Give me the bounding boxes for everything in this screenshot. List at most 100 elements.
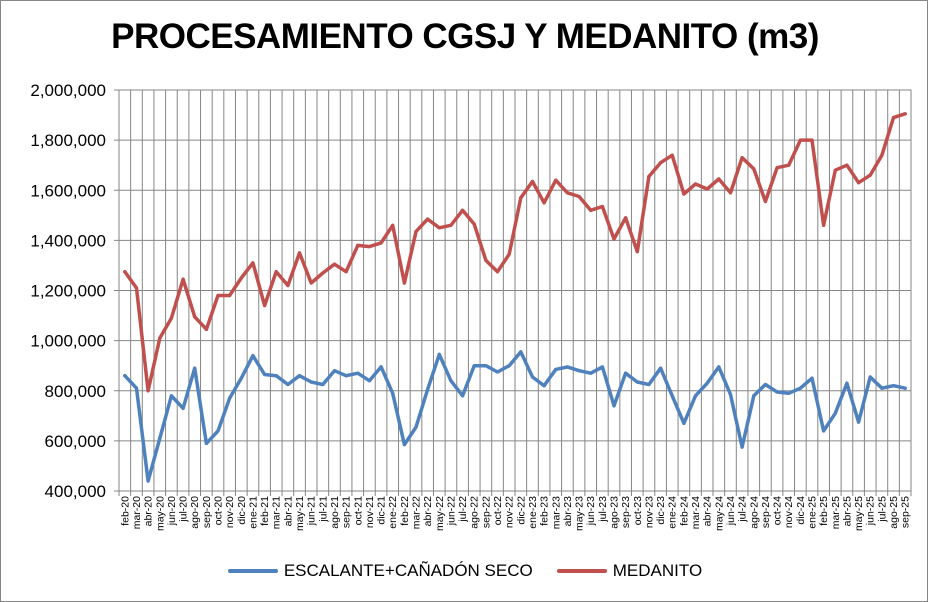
- chart-title: PROCESAMIENTO CGSJ Y MEDANITO (m3): [111, 17, 819, 56]
- data-point: [169, 394, 174, 398]
- x-tick-label: feb-20: [119, 496, 131, 526]
- x-tick-label: nov-22: [504, 496, 516, 528]
- data-point: [554, 367, 558, 372]
- x-tick-label: jun-20: [166, 496, 178, 526]
- data-point: [822, 223, 826, 227]
- data-point: [624, 216, 628, 220]
- data-point: [705, 381, 709, 385]
- data-point: [577, 194, 581, 199]
- x-tick-label: ene-22: [387, 496, 399, 529]
- x-tick-label: dic-20: [236, 496, 248, 525]
- x-tick-label: nov-20: [224, 496, 236, 528]
- data-point: [134, 286, 139, 290]
- data-point: [577, 369, 581, 373]
- data-point: [845, 381, 849, 385]
- x-tick-label: mar-20: [131, 496, 143, 529]
- data-point: [589, 208, 593, 212]
- data-point: [763, 199, 768, 204]
- data-point: [402, 443, 406, 447]
- data-point: [321, 271, 325, 275]
- x-tick-label: dic-24: [795, 496, 807, 525]
- data-point: [728, 392, 733, 397]
- data-point: [495, 370, 500, 374]
- data-point: [449, 379, 453, 383]
- x-tick-label: sep-22: [480, 496, 492, 528]
- data-point: [204, 441, 208, 445]
- data-point: [693, 394, 698, 398]
- data-point: [181, 406, 185, 410]
- y-tick-label: 1,800,000: [30, 131, 106, 150]
- data-point: [612, 237, 616, 241]
- x-tick-label: dic-23: [655, 496, 667, 525]
- data-point: [332, 262, 337, 266]
- data-point: [670, 153, 674, 157]
- data-point: [647, 382, 651, 387]
- x-tick-label: mar-25: [830, 496, 842, 529]
- plot-frame: [118, 89, 912, 492]
- series-lines: [123, 112, 907, 483]
- data-point: [635, 250, 639, 254]
- data-point: [379, 241, 383, 245]
- x-tick-label: ene-23: [527, 496, 539, 529]
- data-point: [193, 366, 197, 370]
- data-point: [705, 187, 709, 191]
- data-point: [647, 174, 651, 179]
- x-tick-label: jun-21: [306, 496, 318, 526]
- x-tick-label: abr-25: [841, 496, 853, 527]
- x-tick-label: may-23: [574, 496, 586, 531]
- data-point: [344, 374, 348, 378]
- data-point: [542, 384, 546, 388]
- y-tick-label: 1,000,000: [30, 332, 106, 351]
- data-point: [123, 270, 127, 274]
- data-point: [530, 375, 535, 379]
- data-point: [297, 251, 302, 255]
- data-point: [682, 421, 686, 425]
- data-point: [472, 222, 476, 226]
- x-tick-label: feb-25: [818, 496, 830, 526]
- x-tick-label: jun-23: [585, 496, 597, 526]
- x-tick-label: jul-21: [317, 496, 329, 523]
- data-point: [519, 196, 523, 200]
- x-tick-label: ene-21: [247, 496, 259, 529]
- data-point: [624, 371, 628, 375]
- x-tick-label: abr-23: [562, 496, 574, 527]
- data-point: [856, 420, 861, 424]
- data-point: [437, 226, 441, 230]
- data-point: [460, 394, 465, 398]
- data-point: [752, 167, 756, 171]
- data-point: [274, 270, 278, 274]
- data-point: [216, 429, 220, 433]
- data-point: [251, 354, 255, 358]
- legend-item: MEDANITO: [556, 561, 702, 581]
- x-tick-label: jul-23: [597, 496, 609, 523]
- data-point: [856, 181, 861, 185]
- data-point: [763, 382, 768, 387]
- x-tick-label: ene-25: [807, 496, 819, 529]
- x-tick-label: jun-22: [445, 496, 457, 526]
- y-tick-label: 1,400,000: [30, 231, 106, 250]
- data-point: [589, 371, 593, 375]
- y-tick-label: 2,000,000: [30, 81, 106, 100]
- data-point: [903, 112, 907, 116]
- data-point: [740, 445, 744, 449]
- data-point: [682, 192, 686, 196]
- y-tick-label: 800,000: [45, 382, 106, 401]
- data-point: [449, 223, 453, 227]
- data-point: [402, 281, 406, 285]
- x-tick-label: mar-24: [690, 496, 702, 529]
- data-point: [903, 386, 907, 390]
- x-tick-label: jul-24: [737, 496, 749, 523]
- x-tick-label: jun-25: [865, 496, 877, 526]
- data-point: [297, 374, 302, 378]
- data-point: [530, 179, 535, 184]
- data-point: [204, 327, 208, 331]
- x-tick-label: dic-22: [515, 496, 527, 525]
- data-point: [670, 394, 674, 398]
- x-axis-ticks: feb-20 mar-20 abr-20 may-20 jun-20 jul-20 ago-…: [119, 496, 911, 531]
- data-point: [542, 201, 546, 205]
- data-point: [123, 374, 127, 378]
- data-point: [274, 374, 278, 378]
- data-point: [239, 376, 243, 380]
